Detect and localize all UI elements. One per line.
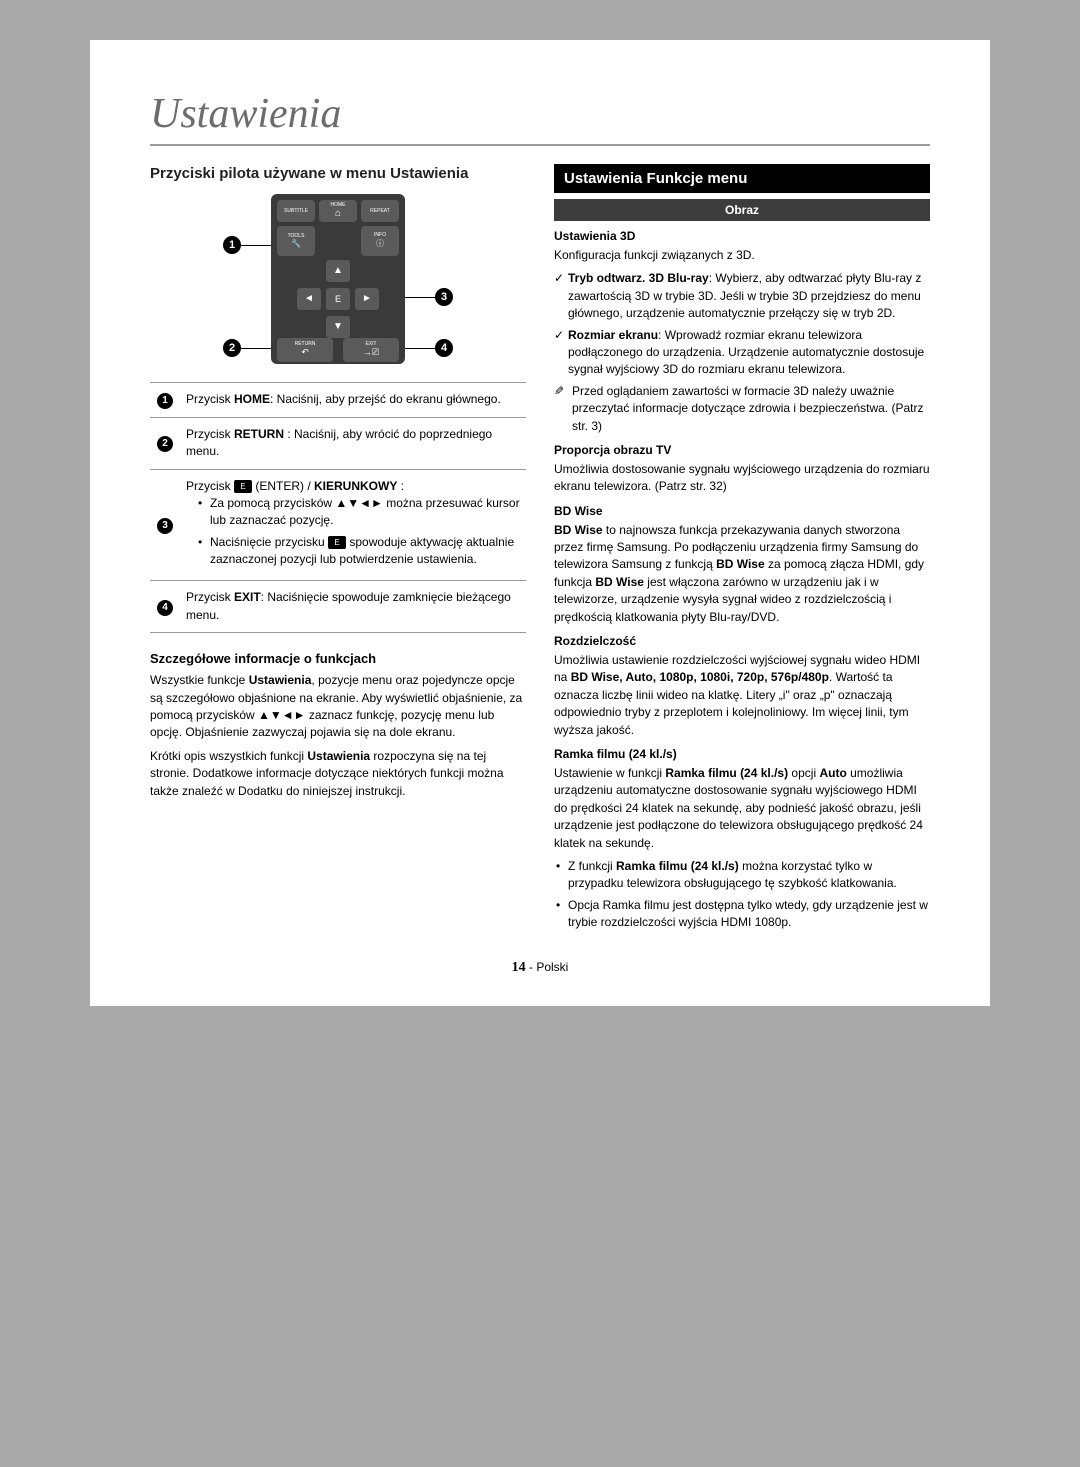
remote-btn-info: INFOⓘ xyxy=(361,226,399,256)
head-3d: Ustawienia 3D xyxy=(554,229,930,243)
page-number: 14 xyxy=(512,960,526,975)
body-ramka: Ustawienie w funkcji Ramka filmu (24 kl.… xyxy=(554,765,930,852)
table-row: 1 Przycisk HOME: Naciśnij, aby przejść d… xyxy=(150,382,526,417)
remote-body: SUBTITLE HOME⌂ REPEAT TOOLS🔧 INFOⓘ ▲ xyxy=(271,194,405,364)
callout-4: 4 xyxy=(435,339,453,357)
remote-dpad: ▲ ▼ ◄ ► E xyxy=(277,260,399,338)
row-num-3: 3 xyxy=(157,518,173,534)
remote-diagram: 1 2 3 4 SUBTITLE HOME⌂ REPEAT xyxy=(223,194,453,364)
remote-btn-home: HOME⌂ xyxy=(319,200,357,222)
callout-2: 2 xyxy=(223,339,241,357)
callout-line-4 xyxy=(405,348,435,349)
callout-3: 3 xyxy=(435,288,453,306)
remote-btn-repeat: REPEAT xyxy=(361,200,399,222)
dpad-left-icon: ◄ xyxy=(297,288,321,310)
row-desc-4: Przycisk EXIT: Naciśnięcie spowoduje zam… xyxy=(180,581,526,633)
row-desc-2: Przycisk RETURN : Naciśnij, aby wrócić d… xyxy=(180,417,526,469)
button-table: 1 Przycisk HOME: Naciśnij, aby przejść d… xyxy=(150,382,526,634)
callout-line-2 xyxy=(241,348,271,349)
dpad-down-icon: ▼ xyxy=(326,316,350,338)
detail-heading: Szczegółowe informacje o funkcjach xyxy=(150,651,526,666)
row-desc-3: Przycisk E (ENTER) / KIERUNKOWY : Za pom… xyxy=(180,469,526,581)
right-column: Ustawienia Funkcje menu Obraz Ustawienia… xyxy=(554,164,930,936)
page-title: Ustawienia xyxy=(150,90,930,146)
note-3d: Przed oglądaniem zawartości w formacie 3… xyxy=(554,383,930,435)
body-rozdzielczosc: Umożliwia ustawienie rozdzielczości wyjś… xyxy=(554,652,930,739)
row-num-2: 2 xyxy=(157,436,173,452)
check-3d-1: Tryb odtwarz. 3D Blu-ray: Wybierz, aby o… xyxy=(554,270,930,322)
check-3d-2: Rozmiar ekranu: Wprowadź rozmiar ekranu … xyxy=(554,327,930,379)
remote-btn-subtitle: SUBTITLE xyxy=(277,200,315,222)
row-num-4: 4 xyxy=(157,600,173,616)
table-row: 3 Przycisk E (ENTER) / KIERUNKOWY : Za p… xyxy=(150,469,526,581)
table-row: 4 Przycisk EXIT: Naciśnięcie spowoduje z… xyxy=(150,581,526,633)
ramka-bullet-2: Opcja Ramka filmu jest dostępna tylko wt… xyxy=(554,897,930,932)
left-heading: Przyciski pilota używane w menu Ustawien… xyxy=(150,164,526,184)
enter-icon: E xyxy=(234,480,252,493)
page-lang: - Polski xyxy=(526,960,569,974)
body-bdwise: BD Wise to najnowsza funkcja przekazywan… xyxy=(554,522,930,626)
content-columns: Przyciski pilota używane w menu Ustawien… xyxy=(150,164,930,936)
callout-1: 1 xyxy=(223,236,241,254)
body-proporcja: Umożliwia dostosowanie sygnału wyjściowe… xyxy=(554,461,930,496)
head-proporcja: Proporcja obrazu TV xyxy=(554,443,930,457)
row3-bullet-2: Naciśnięcie przycisku E spowoduje aktywa… xyxy=(196,534,520,569)
remote-btn-tools: TOOLS🔧 xyxy=(277,226,315,256)
row3-bullet-1: Za pomocą przycisków ▲▼◄► można przesuwa… xyxy=(196,495,520,530)
left-column: Przyciski pilota używane w menu Ustawien… xyxy=(150,164,526,936)
dpad-up-icon: ▲ xyxy=(326,260,350,282)
detail-para-1: Wszystkie funkcje Ustawienia, pozycje me… xyxy=(150,672,526,742)
right-heading: Ustawienia Funkcje menu xyxy=(554,164,930,193)
section-obraz: Obraz xyxy=(554,199,930,221)
dpad-enter-icon: E xyxy=(326,288,350,310)
dpad-right-icon: ► xyxy=(355,288,379,310)
remote-diagram-wrap: 1 2 3 4 SUBTITLE HOME⌂ REPEAT xyxy=(150,194,526,364)
remote-btn-exit: EXIT→⎚ xyxy=(343,338,399,362)
ramka-bullet-1: Z funkcji Ramka filmu (24 kl./s) można k… xyxy=(554,858,930,893)
head-rozdzielczosc: Rozdzielczość xyxy=(554,634,930,648)
page-footer: 14 - Polski xyxy=(150,960,930,976)
remote-btn-return: RETURN↶ xyxy=(277,338,333,362)
callout-line-3 xyxy=(405,297,435,298)
detail-para-2: Krótki opis wszystkich funkcji Ustawieni… xyxy=(150,748,526,800)
row-num-1: 1 xyxy=(157,393,173,409)
head-ramka: Ramka filmu (24 kl./s) xyxy=(554,747,930,761)
callout-line-1 xyxy=(241,245,271,246)
row-desc-1: Przycisk HOME: Naciśnij, aby przejść do … xyxy=(180,382,526,417)
head-bdwise: BD Wise xyxy=(554,504,930,518)
manual-page: Ustawienia Przyciski pilota używane w me… xyxy=(90,40,990,1006)
table-row: 2 Przycisk RETURN : Naciśnij, aby wrócić… xyxy=(150,417,526,469)
intro-3d: Konfiguracja funkcji związanych z 3D. xyxy=(554,247,930,264)
enter-icon: E xyxy=(328,536,346,549)
